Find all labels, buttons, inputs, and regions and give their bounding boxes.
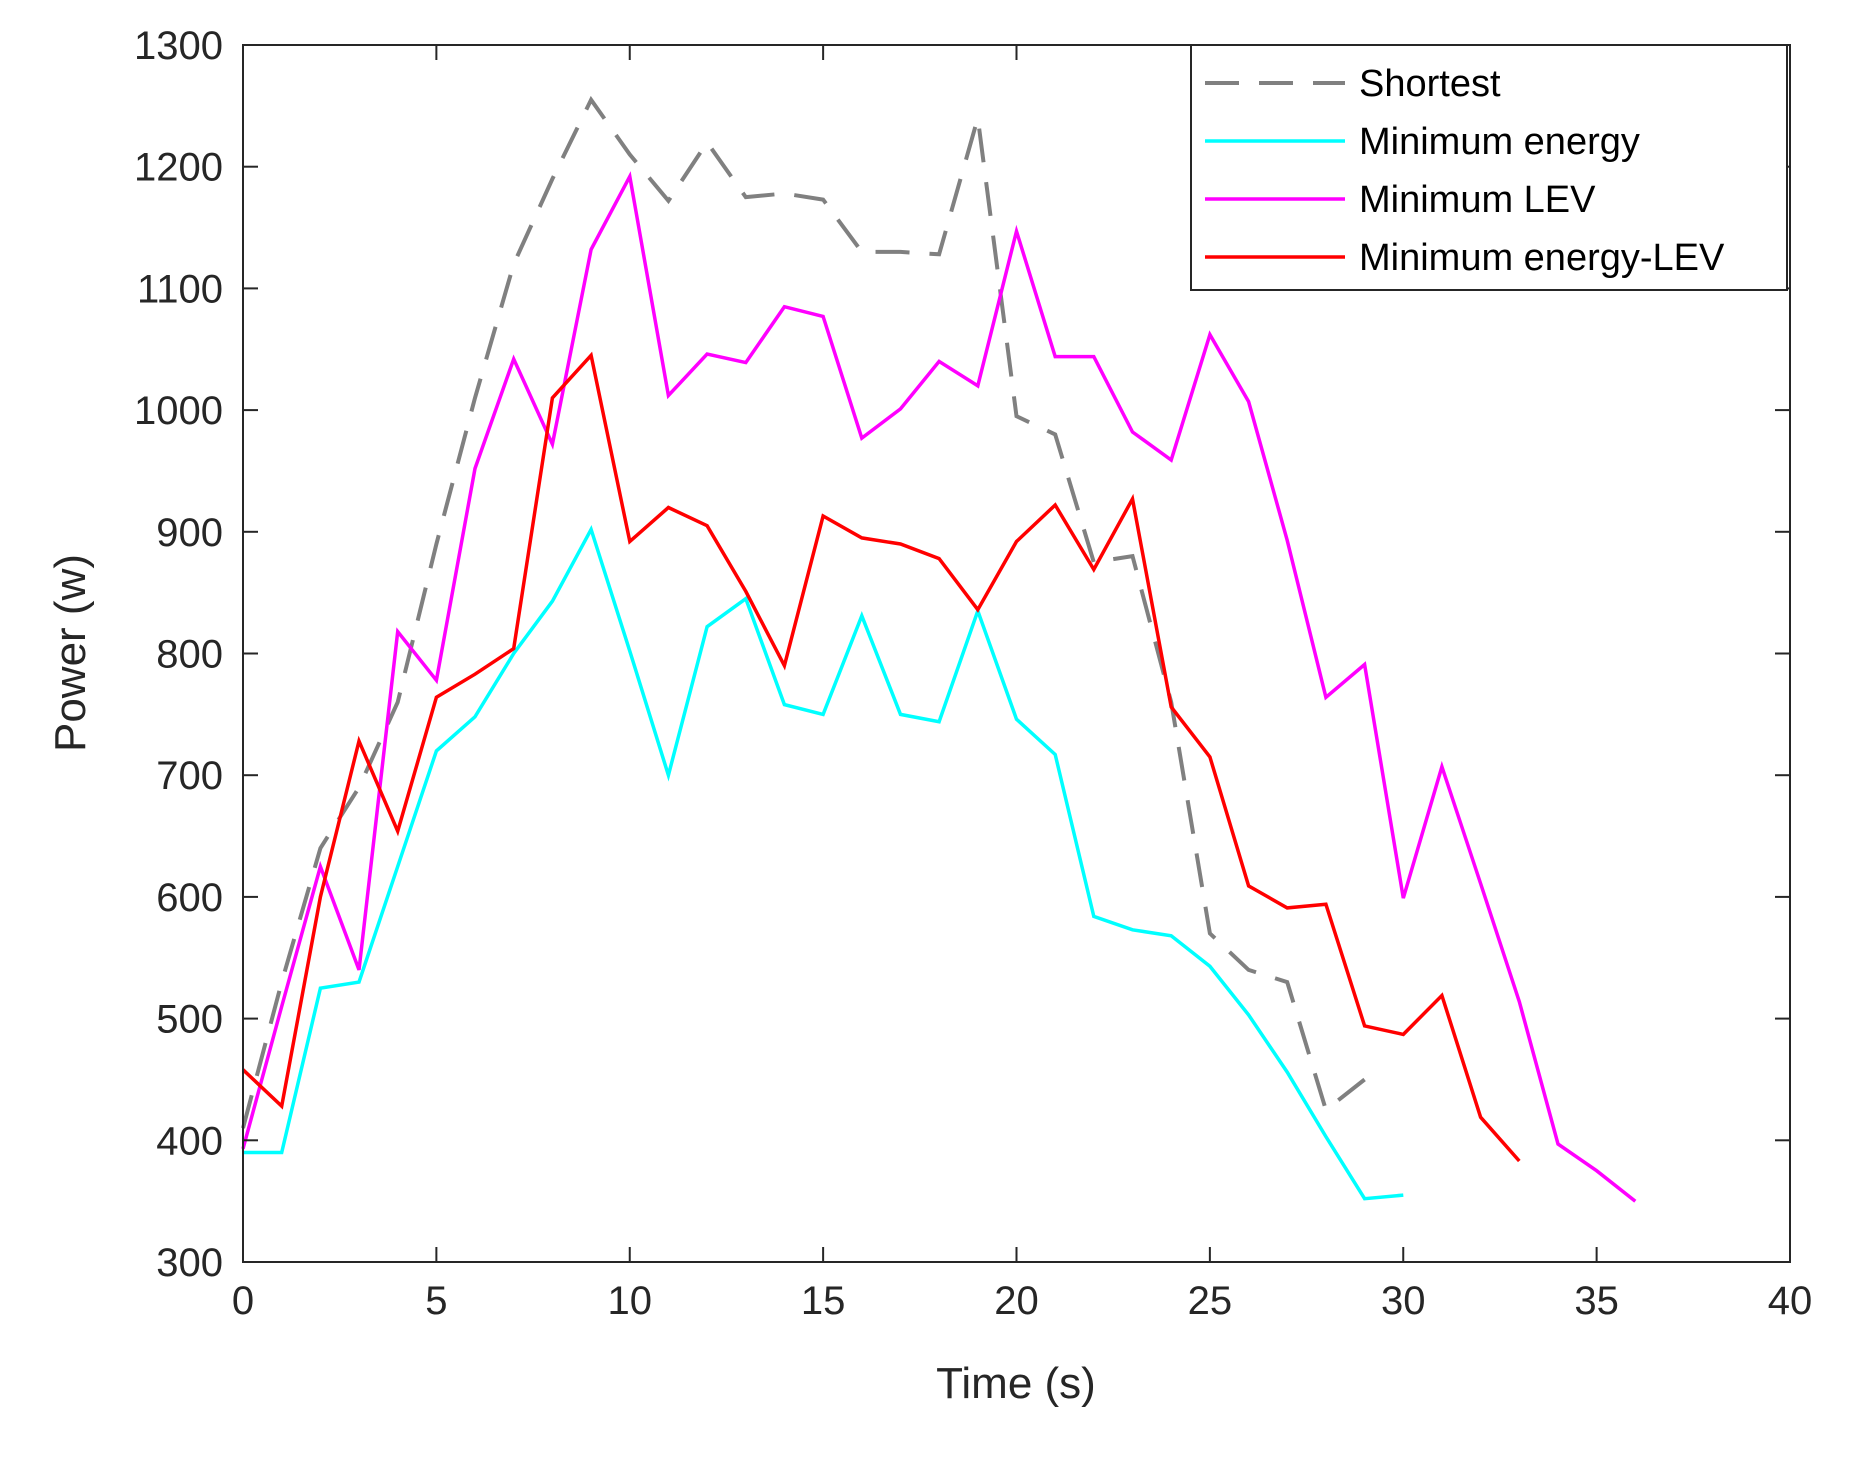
legend: Shortest Minimum energy Minimum LEV Minimum… (1190, 44, 1788, 291)
legend-label-2: Minimum LEV (1359, 179, 1596, 221)
y-tick-label: 400 (156, 1119, 223, 1163)
series-line-1 (243, 524, 1404, 1201)
x-tick-label: 0 (232, 1279, 254, 1323)
legend-label-1: Minimum energy (1359, 121, 1640, 163)
legend-box (1190, 44, 1788, 291)
x-tick-label: 35 (1574, 1279, 1619, 1323)
x-tick-label: 40 (1768, 1279, 1813, 1323)
y-tick-label: 500 (156, 998, 223, 1042)
legend-label-3: Minimum energy-LEV (1359, 237, 1725, 279)
y-tick-label: 1200 (134, 146, 223, 190)
y-tick-label: 900 (156, 511, 223, 555)
x-tick-label: 20 (994, 1279, 1039, 1323)
y-tick-label: 300 (156, 1241, 223, 1285)
y-axis-title: Power (w) (46, 554, 95, 752)
x-tick-label: 10 (608, 1279, 653, 1323)
x-tick-label: 30 (1381, 1279, 1426, 1323)
y-tick-label: 800 (156, 633, 223, 677)
series-line-3 (241, 351, 1521, 1163)
y-tick-label: 1000 (134, 389, 223, 433)
series-line-2 (241, 171, 1637, 1203)
y-tick-label: 600 (156, 876, 223, 920)
x-tick-label: 5 (425, 1279, 447, 1323)
x-axis-title: Time (s) (936, 1359, 1096, 1408)
series-layer (241, 95, 1637, 1203)
y-tick-label: 1100 (137, 267, 223, 311)
series-line-0 (241, 95, 1366, 1129)
legend-label-0: Shortest (1359, 63, 1501, 105)
tick-layer: 0 5 10 15 20 25 30 35 40 300 400 500 600 700 800 900 100… (134, 24, 1812, 1323)
x-tick-label: 25 (1188, 1279, 1233, 1323)
x-tick-label: 15 (801, 1279, 846, 1323)
y-tick-label: 700 (156, 754, 223, 798)
y-tick-label: 1300 (134, 24, 223, 68)
